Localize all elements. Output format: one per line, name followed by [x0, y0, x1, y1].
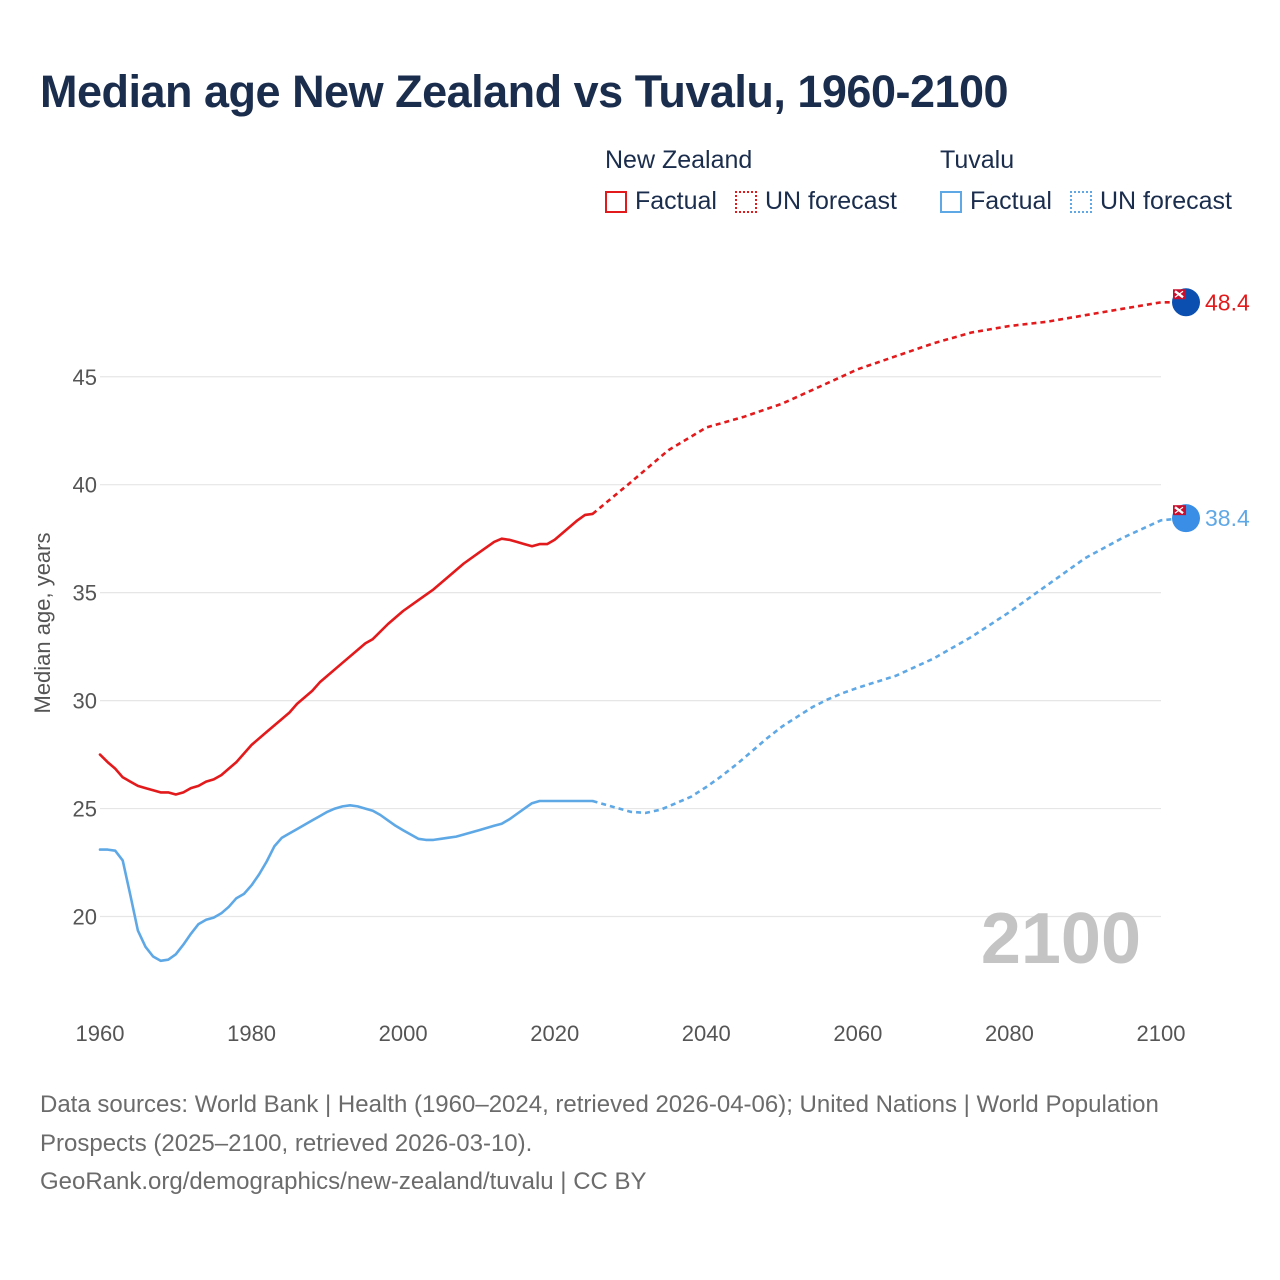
legend-group-title: New Zealand — [605, 146, 753, 174]
end-value-label-tuvalu: 38.4 — [1205, 505, 1250, 531]
legend-group-title: Tuvalu — [940, 146, 1015, 174]
x-tick-label: 2020 — [530, 1021, 579, 1046]
series-line-tuvalu-forecast — [592, 516, 1184, 815]
series-line-new-zealand-forecast — [591, 300, 1184, 515]
legend-label-forecast: UN forecast — [764, 187, 897, 215]
footer: Data sources: World Bank | Health (1960–… — [40, 1086, 1200, 1202]
x-tick-label: 2080 — [985, 1021, 1034, 1046]
chart-title: Median age New Zealand vs Tuvalu, 1960-2… — [40, 66, 1009, 117]
year-watermark: 2100 — [981, 899, 1141, 979]
x-tick-label: 1960 — [76, 1021, 125, 1046]
flag-marker-new-zealand — [1172, 288, 1200, 317]
y-tick-label: 45 — [73, 365, 97, 390]
y-axis-title: Median age, years — [30, 533, 55, 714]
data-sources-text: Data sources: World Bank | Health (1960–… — [40, 1091, 1159, 1157]
x-tick-label: 2100 — [1137, 1021, 1186, 1046]
flag-marker-tuvalu — [1172, 504, 1200, 533]
flag-cross — [1174, 290, 1184, 298]
flag-cross — [1174, 506, 1184, 514]
legend-group-tuvalu: Tuvalu Factual UN forecast — [940, 146, 1250, 216]
x-tick-label: 1980 — [227, 1021, 276, 1046]
x-tick-label: 2000 — [379, 1021, 428, 1046]
y-tick-label: 40 — [73, 473, 97, 498]
legend-group-new-zealand: New Zealand Factual UN forecast — [605, 146, 915, 216]
series-line-new-zealand-factual — [98, 512, 594, 796]
x-tick-label: 2060 — [833, 1021, 882, 1046]
series-line-tuvalu-factual — [98, 799, 594, 963]
legend-label-factual: Factual — [635, 187, 717, 215]
legend-label-factual: Factual — [970, 187, 1052, 215]
legend-swatch-factual — [940, 190, 962, 213]
end-value-label-new-zealand: 48.4 — [1205, 289, 1250, 315]
line-chart: 20 25 30 35 40 45 1960 1980 2000 2020 2040 2060 2080… — [30, 288, 1250, 1046]
y-tick-label: 30 — [73, 689, 97, 714]
legend-label-forecast: UN forecast — [1099, 187, 1232, 215]
x-tick-label: 2040 — [682, 1021, 731, 1046]
credit-text: GeoRank.org/demographics/new-zealand/tuv… — [40, 1168, 647, 1195]
y-tick-label: 25 — [73, 797, 97, 822]
y-tick-label: 35 — [73, 581, 97, 606]
legend-swatch-forecast — [734, 190, 757, 213]
legend-swatch-factual — [605, 190, 627, 213]
y-tick-label: 20 — [73, 905, 97, 930]
legend-swatch-forecast — [1069, 190, 1092, 213]
